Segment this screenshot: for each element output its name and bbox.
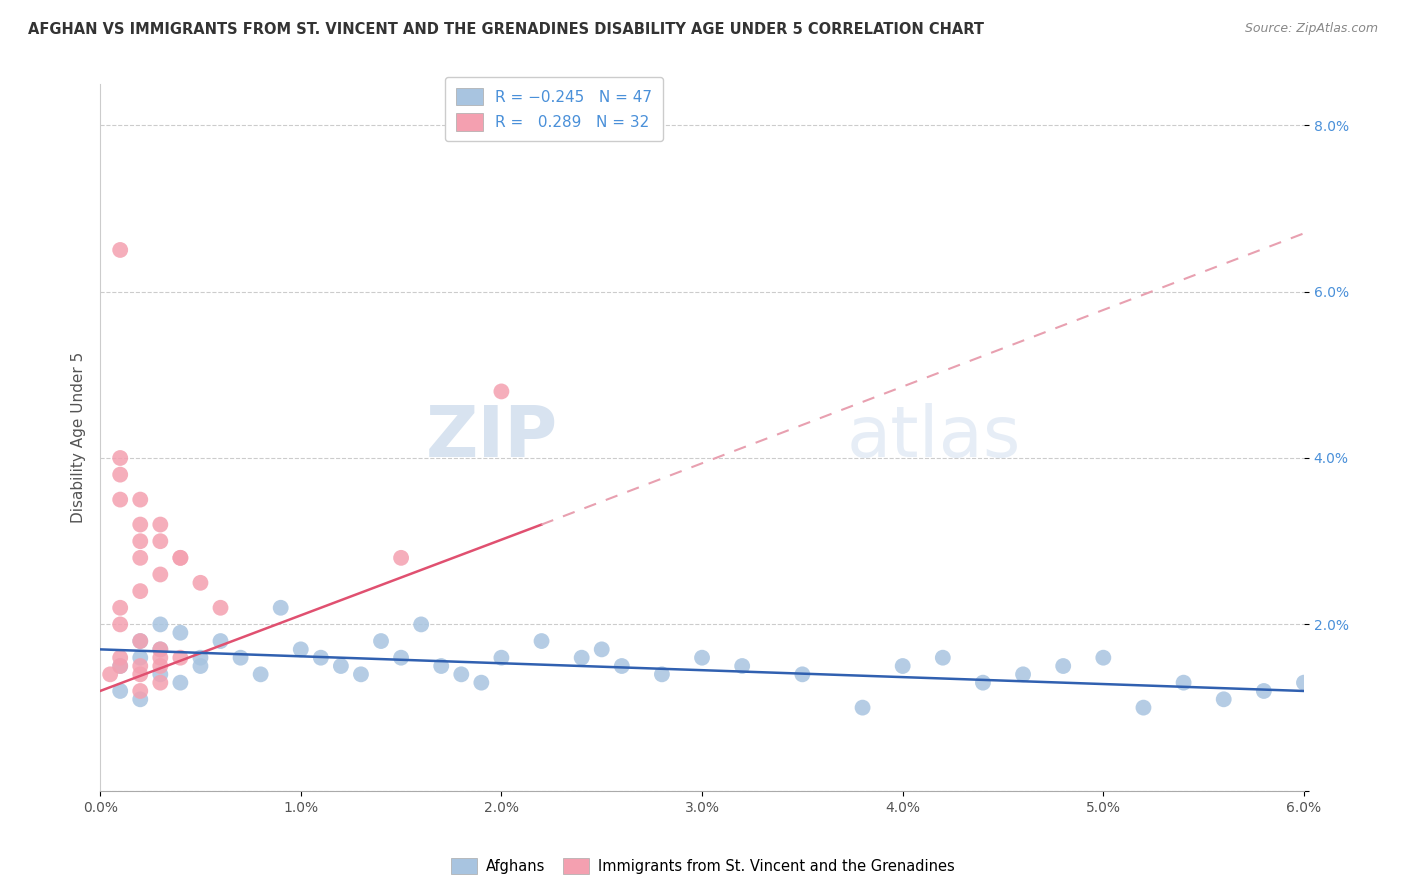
Point [169, 625, 191, 640]
Point [290, 642, 312, 657]
Point [690, 650, 713, 665]
Point [149, 667, 172, 681]
Point [129, 650, 152, 665]
Point [98, 667, 121, 681]
Point [309, 650, 332, 665]
Y-axis label: Disability Age Under 5: Disability Age Under 5 [72, 351, 86, 523]
Point [1212, 692, 1234, 706]
Point [190, 650, 212, 665]
Point [149, 642, 172, 657]
Legend: Afghans, Immigrants from St. Vincent and the Grenadines: Afghans, Immigrants from St. Vincent and… [446, 852, 960, 880]
Point [129, 667, 152, 681]
Point [932, 650, 955, 665]
Point [149, 642, 172, 657]
Point [389, 650, 412, 665]
Point [430, 659, 453, 673]
Point [129, 634, 152, 648]
Point [129, 492, 152, 507]
Point [129, 550, 152, 565]
Point [108, 650, 131, 665]
Point [411, 617, 433, 632]
Point [651, 667, 673, 681]
Point [108, 467, 131, 482]
Point [891, 659, 914, 673]
Point [1092, 650, 1115, 665]
Point [129, 584, 152, 599]
Point [108, 684, 131, 698]
Point [450, 667, 472, 681]
Legend: R = −0.245   N = 47, R =   0.289   N = 32: R = −0.245 N = 47, R = 0.289 N = 32 [444, 77, 664, 141]
Point [491, 650, 513, 665]
Point [530, 634, 553, 648]
Point [149, 534, 172, 549]
Point [129, 634, 152, 648]
Point [571, 650, 593, 665]
Point [108, 492, 131, 507]
Point [731, 659, 754, 673]
Point [149, 617, 172, 632]
Point [329, 659, 352, 673]
Point [370, 634, 392, 648]
Point [169, 550, 191, 565]
Point [108, 450, 131, 465]
Point [270, 600, 292, 615]
Text: AFGHAN VS IMMIGRANTS FROM ST. VINCENT AND THE GRENADINES DISABILITY AGE UNDER 5 : AFGHAN VS IMMIGRANTS FROM ST. VINCENT AN… [28, 22, 984, 37]
Point [792, 667, 814, 681]
Point [169, 550, 191, 565]
Point [129, 659, 152, 673]
Point [169, 675, 191, 690]
Point [149, 659, 172, 673]
Point [591, 642, 613, 657]
Point [149, 567, 172, 582]
Point [1132, 700, 1154, 714]
Point [108, 243, 131, 257]
Point [1173, 675, 1195, 690]
Point [108, 659, 131, 673]
Point [249, 667, 271, 681]
Point [1012, 667, 1035, 681]
Text: Source: ZipAtlas.com: Source: ZipAtlas.com [1244, 22, 1378, 36]
Point [972, 675, 994, 690]
Point [1292, 675, 1315, 690]
Point [129, 692, 152, 706]
Point [149, 650, 172, 665]
Point [491, 384, 513, 399]
Point [1052, 659, 1074, 673]
Point [190, 659, 212, 673]
Point [108, 659, 131, 673]
Point [169, 650, 191, 665]
Point [149, 675, 172, 690]
Point [350, 667, 373, 681]
Point [149, 517, 172, 532]
Point [389, 550, 412, 565]
Point [1253, 684, 1275, 698]
Point [129, 684, 152, 698]
Point [108, 600, 131, 615]
Point [209, 600, 232, 615]
Point [108, 617, 131, 632]
Text: ZIP: ZIP [426, 402, 558, 472]
Point [229, 650, 252, 665]
Point [851, 700, 873, 714]
Point [129, 534, 152, 549]
Point [190, 575, 212, 590]
Point [470, 675, 492, 690]
Text: atlas: atlas [846, 402, 1021, 472]
Point [610, 659, 633, 673]
Point [129, 517, 152, 532]
Point [209, 634, 232, 648]
